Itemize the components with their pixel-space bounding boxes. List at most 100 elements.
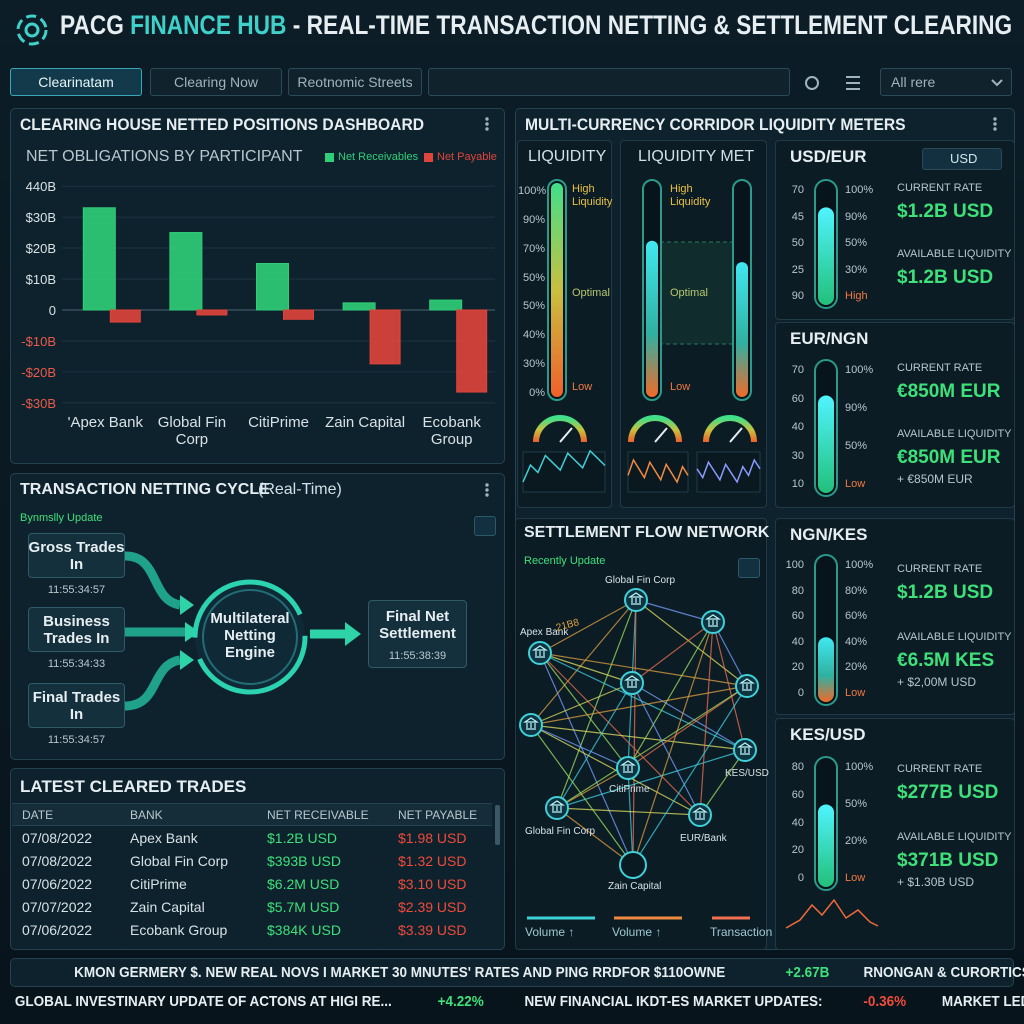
- ticker-row: KMON GERMERY $. NEW REAL NOVS I MARKET 3…: [38, 964, 1024, 981]
- table-cell: CitiPrime: [130, 876, 187, 892]
- flow-edge: [632, 685, 748, 866]
- scale-label: 90%: [845, 210, 868, 223]
- flow-edge: [627, 685, 748, 769]
- menu-dot: [485, 488, 489, 492]
- scale-label: 30%: [845, 263, 868, 276]
- scale-label: 60: [791, 392, 804, 405]
- output-label: Final Net Settlement: [379, 608, 456, 642]
- column-header: NET RECEIVABLE: [267, 808, 369, 822]
- table-cell: Apex Bank: [130, 830, 198, 846]
- table-cell: $2.39 USD: [398, 899, 467, 915]
- scale-label: High: [845, 290, 868, 302]
- legend-label: Volume ↑: [525, 925, 575, 939]
- flow-edge: [539, 652, 629, 769]
- field-value: $1.2B USD: [897, 582, 994, 603]
- scale-label: 10: [791, 478, 804, 490]
- flow-edge: [530, 724, 701, 816]
- legend-label: Net Receivables: [338, 151, 419, 163]
- gauge-arc: [703, 415, 757, 443]
- currency-button[interactable]: [922, 148, 1002, 170]
- table-cell: $5.7M USD: [267, 899, 340, 915]
- bank-icon: [523, 717, 539, 730]
- ticker-row: GLOBAL INVESTINARY UPDATE OF ACTONS AT H…: [0, 993, 1024, 1010]
- bank-icon: [620, 760, 636, 773]
- tab[interactable]: Clearinatam: [10, 68, 142, 96]
- gauge-needle: [559, 427, 573, 443]
- table-cell: $3.10 USD: [398, 876, 467, 892]
- bar: [82, 207, 116, 311]
- bar: [342, 302, 376, 311]
- ticker-item: GLOBAL INVESTINARY UPDATE OF ACTONS AT H…: [14, 993, 392, 1010]
- legend-label: Volume ↑: [612, 925, 662, 939]
- menu-dot: [993, 122, 997, 126]
- column-title: LIQUIDITY MET: [638, 148, 755, 165]
- brand: FINANCE HUB: [130, 10, 287, 40]
- field-value: €850M EUR: [897, 381, 1001, 402]
- trades-panel: [10, 768, 505, 950]
- tab[interactable]: Reotnomic Streets: [288, 68, 422, 96]
- field-label: CURRENT RATE: [897, 563, 983, 575]
- scale-label: 25: [791, 263, 804, 276]
- bank-icon: [628, 592, 644, 605]
- search-box[interactable]: [428, 68, 790, 96]
- status-label: Bynmslly Update: [20, 512, 103, 524]
- scale-label: 30: [791, 449, 804, 462]
- scale-label: 40: [791, 816, 804, 829]
- table-cell: $3.39 USD: [398, 922, 467, 938]
- flow-edge: [631, 621, 714, 684]
- scrollbar: [495, 805, 500, 845]
- legend-label: Transaction: [710, 925, 773, 939]
- flow-edge: [556, 767, 629, 809]
- flow-edge: [635, 599, 714, 623]
- network-node: [619, 851, 647, 879]
- arrow-head: [180, 595, 194, 615]
- column-title: LIQUIDITY: [528, 148, 607, 165]
- zone-label: Optimal: [670, 287, 708, 299]
- scale-label: 50%: [845, 798, 868, 810]
- scale-label: 20: [791, 844, 804, 857]
- flow-edge: [556, 749, 746, 809]
- engine-glow: [202, 589, 298, 685]
- tab[interactable]: Clearing Now: [150, 68, 282, 96]
- bank-icon: [705, 614, 721, 627]
- bank-icon: [739, 678, 755, 691]
- field-label: AVAILABLE LIQUIDITY: [897, 428, 1012, 440]
- scale-label: 100%: [845, 559, 874, 571]
- engine-label: Multilateral Netting Engine: [210, 610, 290, 661]
- flow-edge: [530, 724, 746, 751]
- table-cell: $1.32 USD: [398, 853, 467, 869]
- scale-label: 0%: [529, 387, 545, 399]
- pair-name: KES/USD: [790, 725, 866, 744]
- settings-icon[interactable]: [805, 76, 819, 90]
- flow-edge: [699, 749, 746, 816]
- pair-name: NGN/KES: [790, 525, 868, 544]
- output-node: [368, 600, 467, 668]
- flow-edge: [530, 685, 748, 726]
- gauge-arc: [628, 415, 682, 443]
- scale-label: 20%: [845, 661, 868, 674]
- menu-dot: [485, 493, 489, 497]
- logo-core: [24, 22, 40, 38]
- menu-dot: [485, 122, 489, 126]
- input-node: [28, 533, 125, 578]
- flow-edge: [699, 621, 714, 816]
- bank-icon: [737, 742, 753, 755]
- flow-edge: [635, 599, 748, 687]
- ticker-item: -0.36%: [863, 993, 907, 1010]
- scale-label: 20%: [845, 835, 868, 847]
- logo-text: PACG: [60, 10, 124, 40]
- ticker-item: NEW FINANCIAL IKDT-ES MARKET UPDATES:: [524, 993, 823, 1010]
- zone-label: High Liquidity: [670, 183, 711, 208]
- nav-icons: [805, 76, 1003, 90]
- filter-select[interactable]: All rere: [880, 68, 1012, 96]
- scale-label: 30%: [522, 358, 545, 371]
- page-title: - REAL-TIME TRANSACTION NETTING & SETTLE…: [292, 10, 1013, 40]
- chevron: [991, 79, 1003, 87]
- scale-label: 40%: [845, 635, 868, 648]
- scale-label: 90%: [845, 402, 868, 414]
- input-label: Gross Trades In: [28, 539, 125, 573]
- flow-edge: [556, 807, 634, 866]
- field-label: CURRENT RATE: [897, 182, 983, 194]
- list-icon[interactable]: [846, 76, 860, 90]
